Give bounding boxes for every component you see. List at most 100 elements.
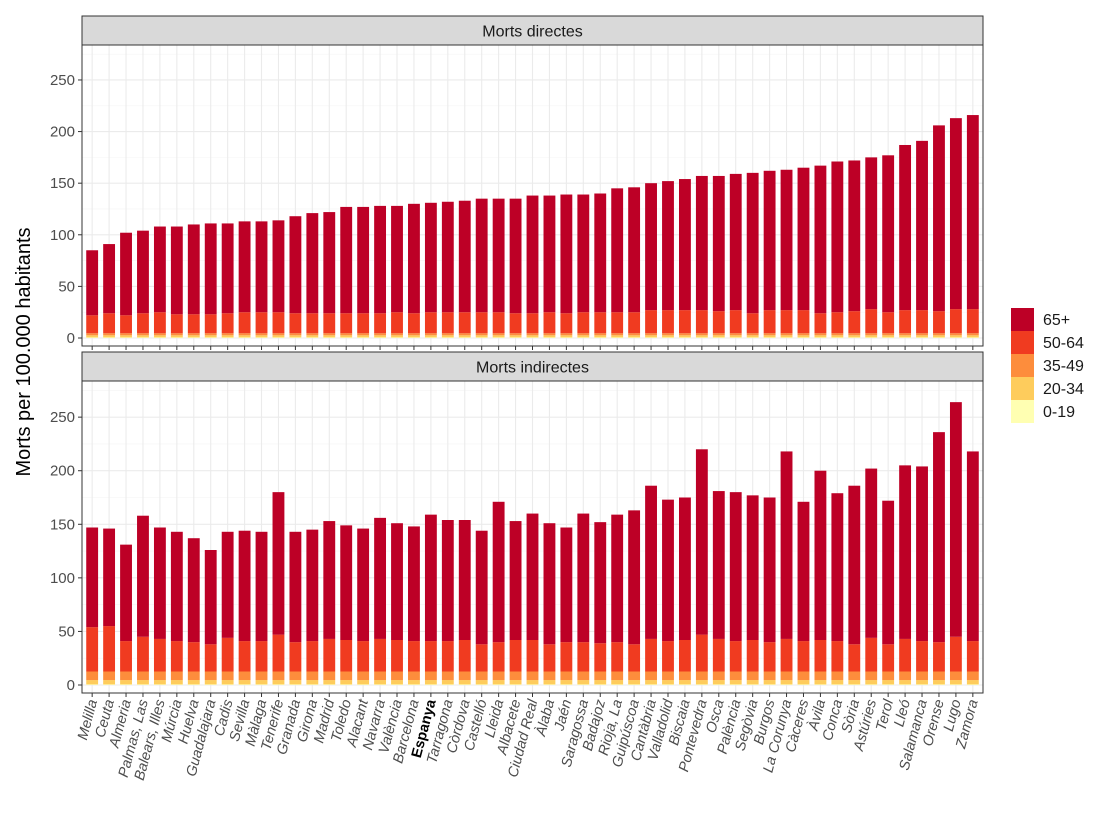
bar-segment-65plus xyxy=(594,193,607,313)
x-tick-label: Lleó xyxy=(891,698,914,729)
bar-segment-35-49 xyxy=(103,333,116,336)
bar-segment-65plus xyxy=(86,527,99,628)
y-tick-label: 150 xyxy=(50,175,75,192)
y-tick-label: 0 xyxy=(67,677,75,694)
bar-segment-20-34 xyxy=(865,335,878,338)
bar-segment-65plus xyxy=(662,499,674,642)
bar-segment-50-64 xyxy=(492,642,505,672)
bar-segment-65plus xyxy=(949,402,962,637)
bar-segment-0-19 xyxy=(560,337,573,338)
y-axis-label: Morts per 100.000 habitants xyxy=(13,227,35,476)
bar-segment-35-49 xyxy=(763,671,776,681)
bar-segment-0-19 xyxy=(712,337,725,338)
bar-segment-0-19 xyxy=(679,337,691,338)
bar-segment-65plus xyxy=(831,493,844,642)
bar-segment-35-49 xyxy=(323,333,336,336)
bar-segment-35-49 xyxy=(306,671,319,681)
bar-segment-35-49 xyxy=(966,333,979,336)
bar-segment-0-19 xyxy=(729,337,742,338)
bar-segment-65plus xyxy=(492,501,505,643)
bar-segment-65plus xyxy=(746,495,759,640)
bar-segment-0-19 xyxy=(763,684,776,685)
bar-segment-65plus xyxy=(509,521,522,640)
bar-segment-35-49 xyxy=(899,671,912,681)
bar-segment-0-19 xyxy=(780,337,793,338)
bar-segment-65plus xyxy=(899,465,912,639)
bar-segment-0-19 xyxy=(289,684,302,685)
bar-segment-0-19 xyxy=(374,337,387,338)
bar-segment-35-49 xyxy=(120,671,132,681)
bar-segment-0-19 xyxy=(255,684,268,685)
bar-segment-20-34 xyxy=(679,680,691,685)
bar-segment-0-19 xyxy=(933,337,945,338)
bar-segment-35-49 xyxy=(238,333,251,336)
bar-segment-20-34 xyxy=(611,335,624,338)
bar-segment-50-64 xyxy=(458,640,471,672)
bar-segment-65plus xyxy=(543,523,556,645)
bar-segment-0-19 xyxy=(949,684,962,685)
bar-segment-35-49 xyxy=(814,333,827,336)
bar-segment-20-34 xyxy=(323,680,336,685)
bar-segment-20-34 xyxy=(679,335,691,338)
bar-segment-0-19 xyxy=(137,684,149,685)
bar-segment-20-34 xyxy=(255,335,268,338)
bar-segment-35-49 xyxy=(712,333,725,336)
bar-segment-20-34 xyxy=(221,335,234,338)
bar-segment-65plus xyxy=(475,198,488,313)
bar-segment-0-19 xyxy=(645,337,657,338)
bar-segment-65plus xyxy=(221,223,234,314)
bar-segment-0-19 xyxy=(204,337,217,338)
bar-segment-0-19 xyxy=(933,684,945,685)
bar-segment-50-64 xyxy=(509,313,522,334)
bar-segment-0-19 xyxy=(340,337,353,338)
bar-segment-35-49 xyxy=(695,671,708,681)
bar-segment-35-49 xyxy=(374,671,387,681)
bar-segment-35-49 xyxy=(814,671,827,681)
bar-segment-0-19 xyxy=(611,684,624,685)
bar-segment-50-64 xyxy=(408,313,420,334)
bar-segment-20-34 xyxy=(645,335,657,338)
legend-label: 65+ xyxy=(1043,312,1070,329)
bar-segment-35-49 xyxy=(797,671,810,681)
bar-segment-50-64 xyxy=(746,313,759,334)
bar-segment-35-49 xyxy=(628,671,641,681)
bar-segment-0-19 xyxy=(120,684,132,685)
bar-segment-0-19 xyxy=(357,684,370,685)
bar-segment-0-19 xyxy=(882,337,895,338)
bar-segment-0-19 xyxy=(153,337,166,338)
bar-segment-0-19 xyxy=(204,684,217,685)
y-tick-label: 250 xyxy=(50,409,75,426)
bar-segment-50-64 xyxy=(729,310,742,334)
bar-segment-65plus xyxy=(645,485,657,639)
bar-segment-35-49 xyxy=(848,671,861,681)
bar-segment-35-49 xyxy=(204,333,217,336)
bar-segment-65plus xyxy=(746,172,759,314)
bar-segment-0-19 xyxy=(916,684,928,685)
bar-segment-20-34 xyxy=(103,680,116,685)
bar-segment-20-34 xyxy=(272,680,285,685)
bar-segment-35-49 xyxy=(865,671,878,681)
bar-segment-20-34 xyxy=(729,680,742,685)
bar-segment-20-34 xyxy=(611,680,624,685)
bar-segment-35-49 xyxy=(204,671,217,681)
bar-segment-35-49 xyxy=(153,333,166,336)
bar-segment-0-19 xyxy=(526,337,539,338)
bar-segment-20-34 xyxy=(560,680,573,685)
bar-segment-35-49 xyxy=(340,333,353,336)
bar-segment-50-64 xyxy=(120,641,132,672)
bar-segment-0-19 xyxy=(170,337,183,338)
bar-segment-35-49 xyxy=(594,333,607,336)
bar-segment-0-19 xyxy=(746,337,759,338)
bar-segment-20-34 xyxy=(814,335,827,338)
bar-segment-0-19 xyxy=(949,337,962,338)
bar-segment-0-19 xyxy=(695,684,708,685)
bar-segment-65plus xyxy=(238,530,251,642)
bar-segment-35-49 xyxy=(340,671,353,681)
bar-segment-65plus xyxy=(374,205,387,314)
bar-segment-65plus xyxy=(882,500,895,645)
bar-segment-20-34 xyxy=(933,335,945,338)
bar-segment-50-64 xyxy=(628,312,641,334)
bar-segment-0-19 xyxy=(797,337,810,338)
bar-segment-50-64 xyxy=(814,640,827,672)
bar-segment-50-64 xyxy=(323,313,336,334)
